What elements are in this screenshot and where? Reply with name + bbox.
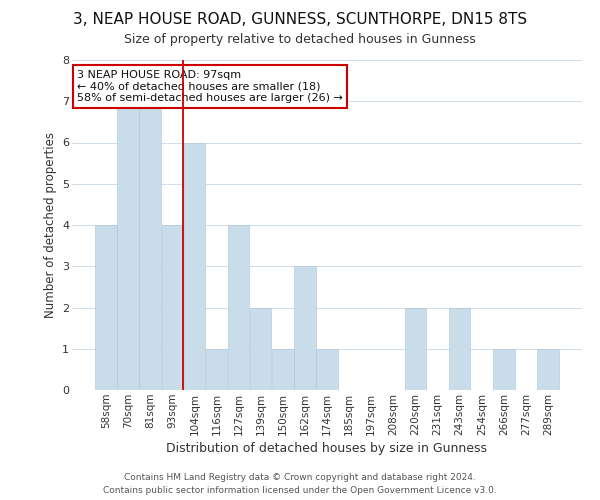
X-axis label: Distribution of detached houses by size in Gunness: Distribution of detached houses by size … [167, 442, 487, 455]
Bar [184, 142, 205, 390]
Bar [228, 225, 249, 390]
Bar [139, 101, 161, 390]
Bar [449, 308, 470, 390]
Bar [538, 349, 559, 390]
Bar [316, 349, 338, 390]
Bar [250, 308, 271, 390]
Bar [95, 225, 116, 390]
Bar [117, 101, 139, 390]
Text: 3 NEAP HOUSE ROAD: 97sqm
← 40% of detached houses are smaller (18)
58% of semi-d: 3 NEAP HOUSE ROAD: 97sqm ← 40% of detach… [77, 70, 343, 103]
Text: Contains HM Land Registry data © Crown copyright and database right 2024.
Contai: Contains HM Land Registry data © Crown c… [103, 474, 497, 495]
Text: Size of property relative to detached houses in Gunness: Size of property relative to detached ho… [124, 32, 476, 46]
Bar [493, 349, 515, 390]
Bar [161, 225, 183, 390]
Bar [272, 349, 293, 390]
Bar [405, 308, 426, 390]
Y-axis label: Number of detached properties: Number of detached properties [44, 132, 56, 318]
Bar [206, 349, 227, 390]
Text: 3, NEAP HOUSE ROAD, GUNNESS, SCUNTHORPE, DN15 8TS: 3, NEAP HOUSE ROAD, GUNNESS, SCUNTHORPE,… [73, 12, 527, 28]
Bar [294, 266, 316, 390]
